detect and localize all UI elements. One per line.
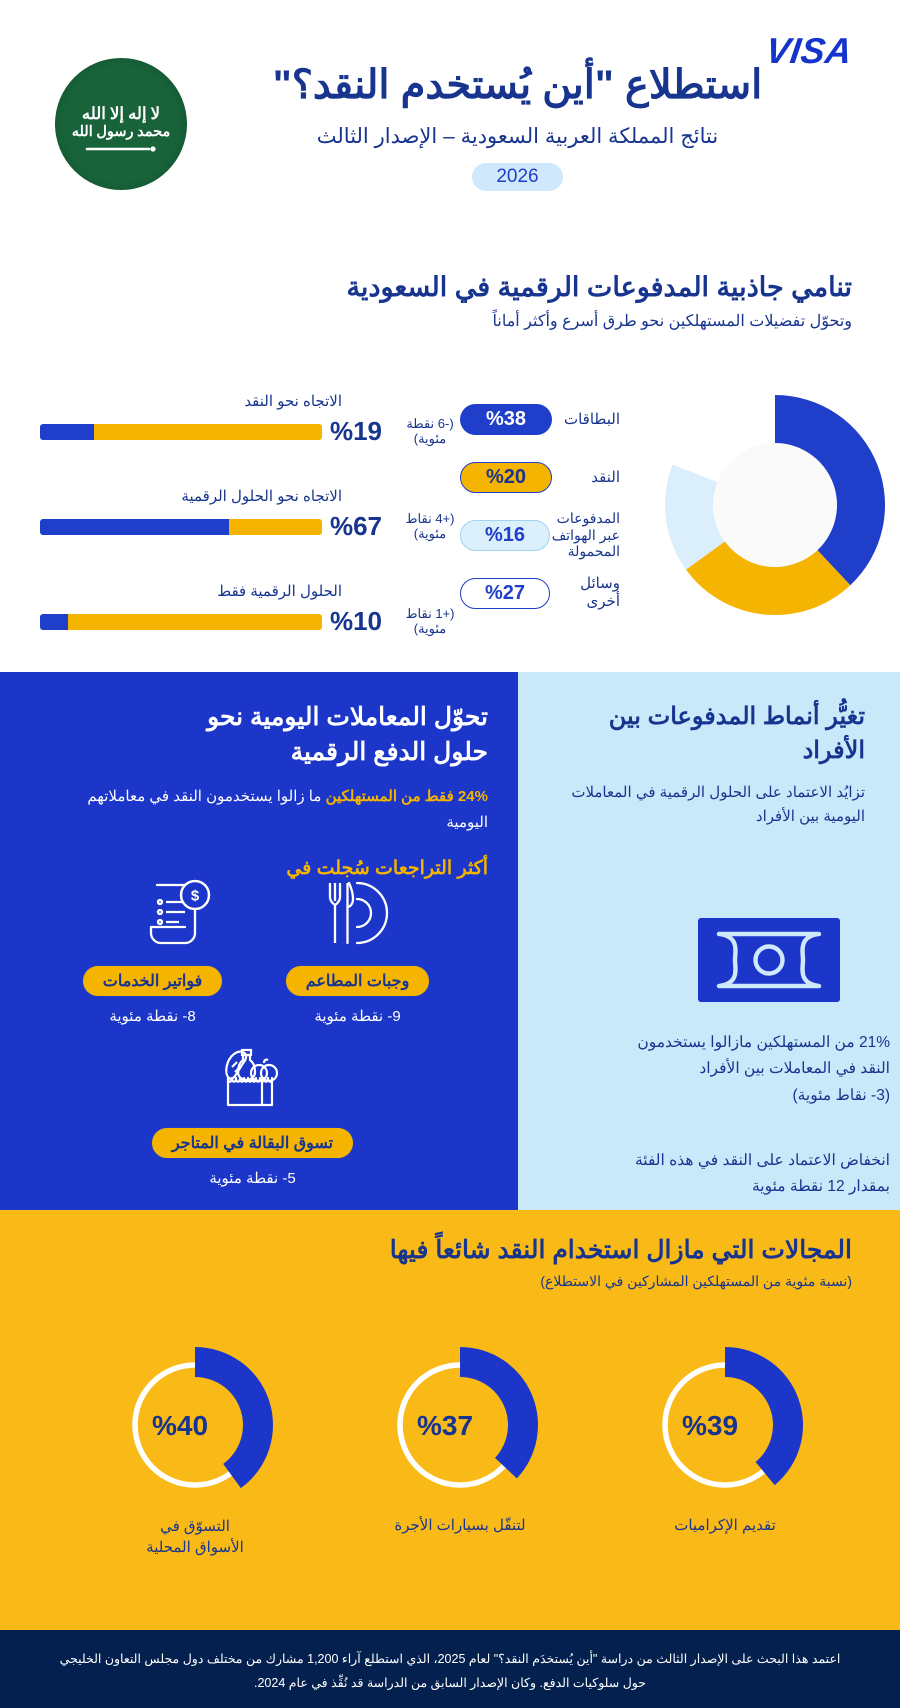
- svg-text:$: $: [191, 888, 200, 905]
- svg-text:%37: %37: [417, 1410, 473, 1441]
- svg-text:%39: %39: [682, 1410, 738, 1441]
- svg-text:لا إله إلا الله: لا إله إلا الله: [82, 104, 160, 124]
- svg-text:%40: %40: [152, 1410, 208, 1441]
- svg-text:محمد رسول الله: محمد رسول الله: [72, 124, 171, 140]
